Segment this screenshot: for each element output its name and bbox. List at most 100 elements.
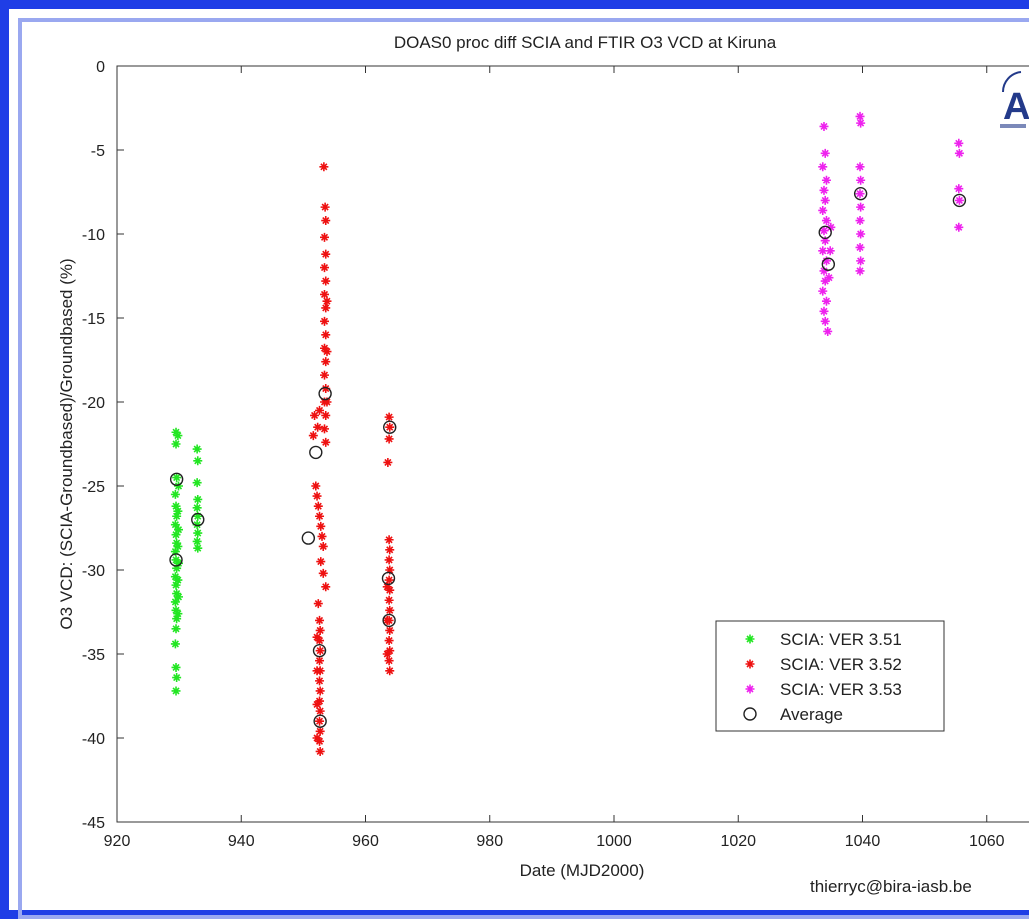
data-point: [173, 541, 183, 551]
author-credit: thierryc@bira-iasb.be: [810, 877, 972, 896]
data-point: [315, 511, 325, 521]
data-point: [315, 625, 325, 635]
institute-logo: A: [1000, 71, 1029, 128]
x-tick-label: 1040: [845, 833, 881, 850]
data-point: [382, 615, 392, 625]
data-point: [322, 347, 332, 357]
average-point: [309, 445, 323, 460]
data-point: [171, 580, 181, 590]
data-point: [321, 357, 331, 367]
data-point: [313, 422, 323, 432]
data-point: [315, 716, 325, 726]
data-point: [319, 370, 329, 380]
x-tick-label: 1060: [969, 833, 1005, 850]
data-point: [319, 289, 329, 299]
data-point: [315, 656, 325, 666]
y-tick-label: -20: [82, 395, 105, 412]
data-point: [171, 624, 181, 634]
data-point: [819, 306, 829, 316]
data-point: [319, 424, 329, 434]
data-point: [319, 162, 329, 172]
data-point: [318, 541, 328, 551]
data-point: [171, 530, 181, 540]
data-point: [311, 481, 321, 491]
data-point: [173, 609, 183, 619]
data-point: [384, 555, 394, 565]
data-point: [820, 316, 830, 326]
data-point: [321, 384, 331, 394]
data-point: [172, 563, 182, 573]
data-point: [818, 205, 828, 215]
data-point: [174, 592, 184, 602]
data-point: [384, 595, 394, 605]
legend-label: SCIA: VER 3.52: [780, 655, 902, 674]
legend-marker: [745, 659, 755, 669]
data-point: [316, 521, 326, 531]
data-point: [321, 410, 331, 420]
data-point: [855, 242, 865, 252]
y-tick-label: -30: [82, 563, 105, 580]
y-tick-label: -10: [82, 227, 105, 244]
data-point: [312, 632, 322, 642]
chart-title: DOAS0 proc diff SCIA and FTIR O3 VCD at …: [394, 33, 777, 52]
data-point: [192, 520, 202, 530]
x-axis-label: Date (MJD2000): [520, 861, 645, 880]
data-point: [172, 538, 182, 548]
data-point: [312, 733, 322, 743]
series-3: [818, 111, 964, 336]
data-point: [193, 494, 203, 504]
legend-marker: [743, 707, 757, 721]
data-point: [954, 184, 964, 194]
legend-marker: [745, 634, 755, 644]
legend-label: SCIA: VER 3.53: [780, 680, 902, 699]
data-point: [172, 673, 182, 683]
data-point: [193, 528, 203, 538]
data-point: [856, 118, 866, 128]
data-point: [171, 605, 181, 615]
data-point: [856, 175, 866, 185]
data-point: [170, 547, 180, 557]
data-point: [321, 216, 331, 226]
average-point: [821, 257, 836, 271]
data-point: [823, 326, 833, 336]
average-point: [318, 386, 332, 401]
y-tick-label: -5: [91, 143, 105, 160]
data-point: [171, 686, 181, 696]
y-tick-label: -15: [82, 311, 105, 328]
data-point: [821, 216, 831, 226]
data-point: [385, 545, 395, 555]
data-point: [312, 666, 322, 676]
data-point: [172, 511, 182, 521]
data-point: [384, 412, 394, 422]
data-point: [316, 557, 326, 567]
data-marks: [169, 111, 967, 756]
data-point: [315, 615, 325, 625]
data-point: [821, 256, 831, 266]
data-point: [322, 397, 332, 407]
data-point: [170, 597, 180, 607]
data-point: [170, 639, 180, 649]
x-tick-label: 960: [352, 833, 379, 850]
y-tick-label: 0: [96, 59, 105, 76]
data-point: [315, 686, 325, 696]
figure-frame-inner: [18, 18, 1029, 919]
data-point: [385, 565, 395, 575]
data-point: [818, 286, 828, 296]
data-point: [193, 511, 203, 521]
data-point: [174, 481, 184, 491]
data-point: [826, 222, 836, 232]
data-point: [315, 746, 325, 756]
average-point: [169, 472, 184, 486]
data-point: [313, 501, 323, 511]
y-tick-label: -25: [82, 479, 105, 496]
data-point: [855, 266, 865, 276]
average-point: [301, 531, 316, 545]
data-point: [172, 589, 182, 599]
data-point: [383, 457, 393, 467]
data-point: [818, 162, 828, 172]
data-point: [820, 195, 830, 205]
data-point: [322, 296, 332, 306]
data-point: [319, 232, 329, 242]
y-tick-label: -35: [82, 647, 105, 664]
data-point: [171, 662, 181, 672]
